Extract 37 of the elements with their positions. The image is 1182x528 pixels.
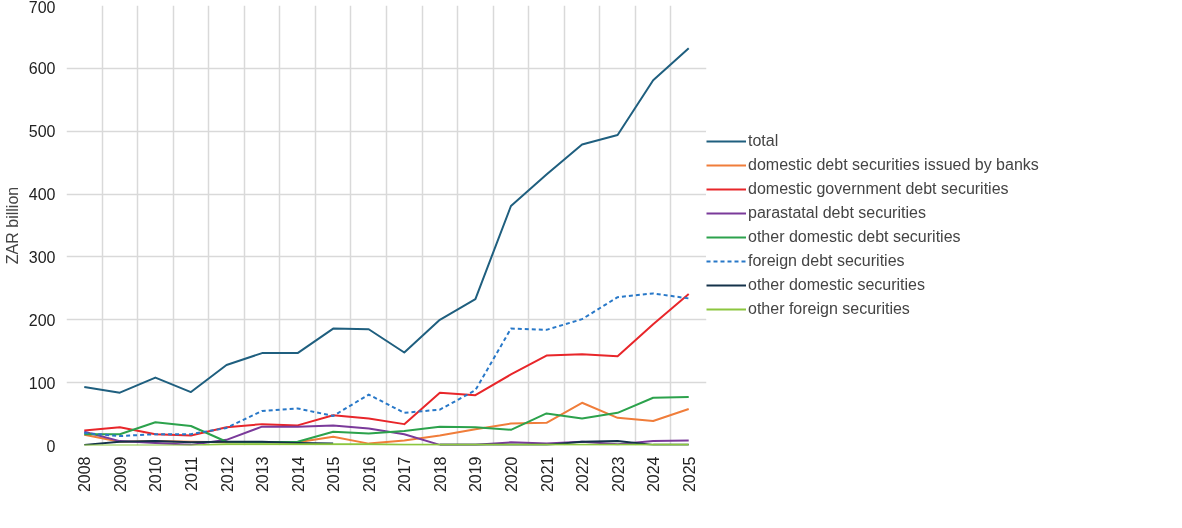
x-tick-label: 2008: [76, 456, 94, 493]
legend-label: other foreign securities: [748, 300, 910, 318]
legend-label: other domestic debt securities: [748, 228, 961, 246]
y-tick-label: 100: [28, 374, 56, 392]
x-tick-label: 2014: [289, 456, 307, 493]
x-tick-label: 2017: [396, 456, 414, 493]
y-tick-label: 500: [28, 123, 56, 141]
y-tick-label: 0: [46, 437, 56, 455]
y-tick-label: 700: [28, 0, 56, 16]
x-tick-label: 2020: [502, 456, 520, 493]
x-tick-label: 2024: [645, 456, 663, 493]
x-tick-label: 2010: [147, 456, 165, 493]
x-tick-label: 2011: [182, 456, 200, 491]
y-axis-title: ZAR billion: [3, 186, 21, 265]
legend-label: domestic government debt securities: [748, 180, 1009, 198]
y-tick-label: 200: [28, 311, 56, 329]
legend-label: domestic debt securities issued by banks: [748, 156, 1039, 174]
line-series: [83, 424, 690, 446]
x-tick-label: 2021: [538, 456, 556, 493]
y-tick-label: 300: [28, 248, 56, 266]
x-tick-label: 2022: [574, 456, 592, 493]
x-tick-label: 2023: [609, 456, 627, 493]
x-tick-label: 2012: [218, 456, 236, 493]
x-tick-label: 2016: [360, 456, 378, 493]
x-tick-label: 2015: [325, 456, 343, 493]
x-tick-label: 2013: [254, 456, 272, 493]
legend-label: parastatal debt securities: [748, 204, 926, 222]
y-tick-label: 600: [28, 60, 56, 78]
x-tick-label: 2019: [467, 456, 485, 493]
legend-label: foreign debt securities: [748, 252, 905, 270]
x-tick-label: 2025: [680, 456, 698, 493]
legend-label: other domestic securities: [748, 276, 925, 294]
legend-label: total: [748, 132, 779, 150]
line-series: [83, 47, 690, 394]
x-tick-label: 2009: [111, 456, 129, 493]
y-tick-label: 400: [28, 186, 56, 204]
x-tick-label: 2018: [431, 456, 449, 493]
